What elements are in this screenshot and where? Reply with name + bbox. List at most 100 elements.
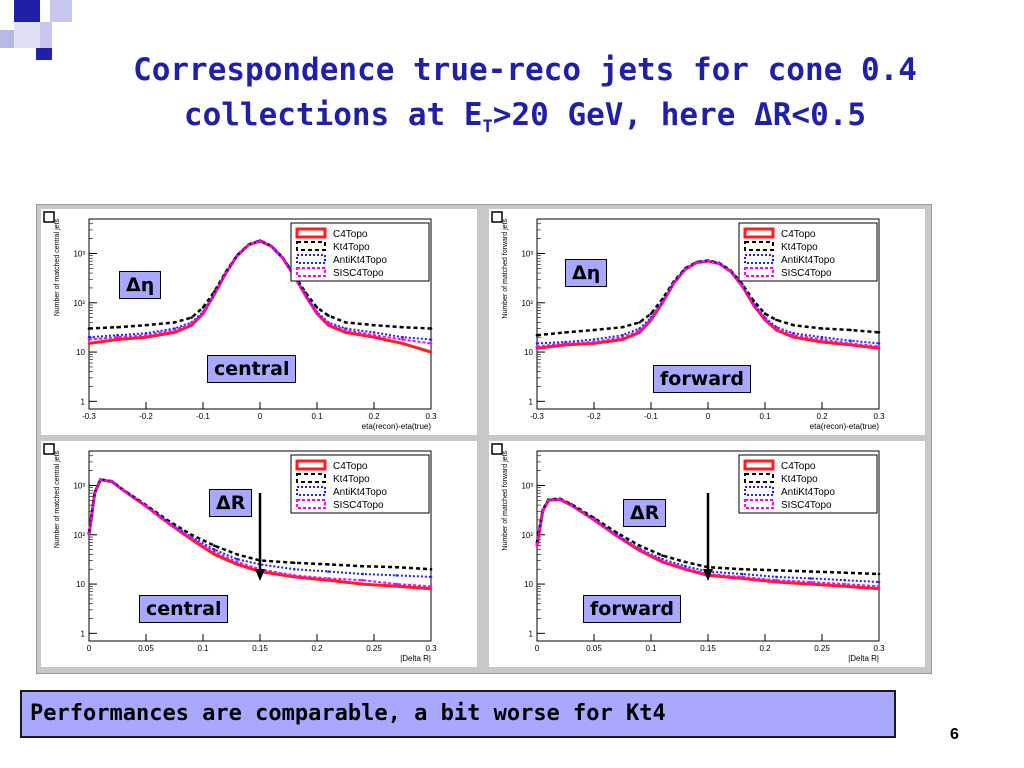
series-line-antikt4topo — [536, 498, 880, 583]
data-point — [87, 342, 91, 345]
page-number: 6 — [950, 726, 959, 743]
data-point — [327, 563, 330, 566]
data-point — [621, 335, 624, 339]
y-tick-label: 10 — [76, 348, 85, 357]
legend-swatch — [744, 473, 774, 483]
chart-panel-top-left: 1 10 10² 10³ -0.3 -0.2 -0.1 0 0.1 0.2 0.3 eta(recon… — [41, 209, 477, 435]
data-point — [429, 567, 433, 571]
data-point — [843, 585, 847, 588]
legend-swatch — [743, 459, 775, 471]
data-point — [638, 321, 641, 324]
data-point — [213, 292, 216, 296]
x-tick-label: 0.3 — [873, 412, 885, 421]
data-point — [535, 543, 539, 547]
panel-box-icon — [43, 443, 55, 455]
data-point — [292, 567, 296, 571]
data-point — [569, 503, 573, 507]
region-tag-central: central — [207, 355, 297, 383]
data-point — [683, 564, 687, 568]
data-point — [304, 294, 307, 297]
data-point — [592, 338, 596, 341]
data-point — [213, 544, 216, 547]
chart-panel-top-right: 1 10 10² 10³ -0.3 -0.2 -0.1 0 0.1 0.2 0.3 eta(recon… — [489, 209, 925, 435]
data-point — [740, 567, 744, 571]
data-point — [775, 569, 778, 572]
data-point — [592, 518, 596, 521]
y-tick-label: 1 — [529, 397, 534, 406]
data-point — [116, 333, 119, 337]
y-tick-label: 10² — [73, 531, 85, 540]
x-tick-label: 0.3 — [873, 644, 885, 653]
data-point — [775, 318, 778, 322]
legend-swatch — [743, 227, 775, 239]
data-point — [429, 338, 433, 341]
region-tag-forward: forward — [653, 365, 752, 393]
legend — [290, 222, 430, 282]
x-tick-label: -0.3 — [82, 412, 96, 421]
data-point — [820, 335, 824, 339]
delta-r-tag-central: ΔR — [209, 489, 253, 517]
data-point — [429, 585, 433, 588]
legend — [738, 454, 878, 514]
legend-label: SISC4Topo — [781, 500, 832, 511]
delta-r-tag-forward: ΔR — [623, 499, 667, 527]
data-point — [87, 338, 91, 341]
data-point — [877, 342, 881, 345]
y-tick-label: 10² — [521, 299, 533, 308]
x-tick-label: 0.2 — [759, 644, 771, 653]
data-point — [361, 572, 364, 576]
x-axis-label: eta(recon)-eta(true) — [362, 422, 432, 431]
legend-label: C4Topo — [781, 461, 816, 472]
cut-arrow-head — [703, 569, 713, 581]
data-point — [315, 306, 319, 309]
data-point — [877, 331, 881, 334]
data-point — [344, 331, 347, 334]
chart-panel-bottom-right: 1 10 10² 10³ 0 0.05 0.1 0.15 0.2 0.25 0.3 |Delta R|… — [489, 441, 925, 667]
legend-swatch — [296, 473, 326, 483]
x-tick-label: 0.1 — [759, 412, 771, 421]
y-tick-label: 10² — [521, 531, 533, 540]
y-axis-label: Number of matched forward jets — [502, 219, 509, 319]
legend — [290, 454, 430, 514]
data-point — [372, 323, 376, 327]
y-tick-label: 10² — [73, 299, 85, 308]
corner-square — [14, 0, 40, 22]
data-point — [190, 533, 193, 537]
y-tick-label: 10 — [76, 580, 85, 589]
data-point — [224, 271, 228, 275]
data-point — [592, 340, 596, 344]
data-point — [740, 284, 744, 287]
legend-swatch — [296, 267, 326, 277]
data-point — [235, 254, 239, 257]
data-point — [401, 325, 404, 329]
data-point — [843, 578, 847, 582]
data-point — [718, 262, 721, 265]
data-point — [429, 587, 433, 591]
data-point — [395, 582, 399, 586]
legend-swatch — [744, 254, 774, 264]
data-point — [144, 332, 148, 335]
title-line-2: collections at ET>20 GeV, here ΔR<0.5 — [60, 93, 990, 150]
legend-label: SISC4Topo — [781, 268, 832, 279]
data-point — [729, 270, 733, 273]
panel-box-icon — [491, 211, 503, 223]
data-point — [558, 498, 562, 501]
data-point — [190, 322, 193, 325]
data-point — [235, 553, 239, 556]
legend-swatch — [744, 499, 774, 509]
x-tick-label: 0.3 — [425, 412, 437, 421]
data-point — [809, 580, 812, 584]
data-point — [213, 553, 216, 556]
x-tick-label: -0.1 — [196, 412, 210, 421]
data-point — [849, 339, 852, 342]
legend-label: C4Topo — [781, 229, 816, 240]
legend-label: SISC4Topo — [333, 500, 384, 511]
data-point — [615, 531, 619, 534]
data-point — [638, 544, 641, 547]
data-point — [87, 335, 91, 339]
x-tick-label: 0.2 — [816, 412, 828, 421]
data-point — [327, 314, 330, 317]
data-point — [843, 582, 847, 586]
x-axis-label: eta(recon)-eta(true) — [810, 422, 880, 431]
data-point — [429, 575, 433, 579]
